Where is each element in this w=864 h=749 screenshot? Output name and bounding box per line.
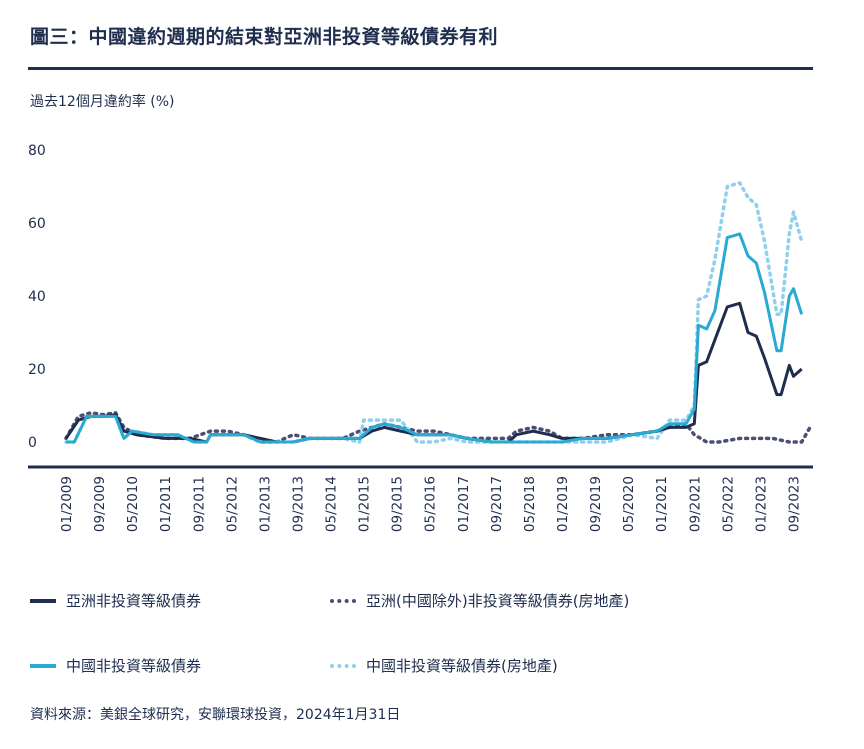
series-layer	[64, 181, 812, 444]
series-line-2	[66, 232, 804, 444]
x-tick-label: 05/2020	[621, 476, 637, 532]
x-tick-label: 09/2019	[588, 476, 604, 532]
x-tick-label: 05/2016	[423, 476, 439, 532]
legend-item-asia-hy: 亞洲非投資等級債券	[30, 590, 201, 611]
y-tick-label: 20	[28, 362, 46, 378]
series-line-3	[64, 181, 804, 444]
chart-title: 圖三：中國違約週期的結束對亞洲非投資等級債券有利	[30, 26, 499, 48]
y-tick-label: 0	[28, 435, 37, 451]
y-tick-label: 40	[28, 289, 46, 305]
x-tick-label: 09/2009	[92, 476, 108, 532]
x-tick-label: 05/2014	[324, 476, 340, 532]
x-tick-label: 01/2023	[753, 476, 769, 532]
x-tick-label: 01/2021	[654, 476, 670, 532]
x-tick-label: 09/2011	[191, 476, 207, 532]
legend-item-china-hy: 中國非投資等級債券	[30, 655, 201, 676]
x-tick-labels: 01/2009 09/2009 05/2010 01/2011 09/2011 05/20…	[59, 476, 803, 532]
x-tick-label: 05/2012	[224, 476, 240, 532]
x-tick-label: 05/2018	[522, 476, 538, 532]
x-tick-label: 09/2013	[291, 476, 307, 532]
legend-swatch-asia-ex-china-property	[330, 598, 356, 603]
x-tick-label: 05/2022	[720, 476, 736, 532]
y-tick-labels: 0 20 40 60 80	[28, 143, 46, 451]
y-tick-label: 60	[28, 216, 46, 232]
x-tick-label: 09/2015	[390, 476, 406, 532]
top-divider	[28, 67, 813, 70]
legend-item-asia-ex-china-property: 亞洲(中國除外)非投資等級債券(房地產)	[330, 590, 629, 611]
legend-label-asia-ex-china-property: 亞洲(中國除外)非投資等級債券(房地產)	[366, 592, 630, 610]
x-tick-label: 01/2009	[59, 476, 75, 532]
legend-swatch-asia-hy	[30, 598, 56, 603]
legend-swatch-china-hy-property	[330, 663, 356, 668]
legend-label-china-hy-property: 中國非投資等級債券(房地產)	[366, 657, 558, 675]
series-line-0	[64, 301, 803, 444]
legend-label-asia-hy: 亞洲非投資等級債券	[66, 592, 202, 610]
x-tick-label: 01/2013	[257, 476, 273, 532]
legend-item-china-hy-property: 中國非投資等級債券(房地產)	[330, 655, 558, 676]
legend-label-china-hy: 中國非投資等級債券	[66, 657, 202, 675]
x-tick-label: 09/2017	[489, 476, 505, 532]
y-axis-label: 過去12個月違約率 (%)	[30, 94, 175, 110]
x-tick-label: 05/2010	[125, 476, 141, 532]
legend-swatch-china-hy	[30, 663, 56, 668]
x-tick-label: 09/2021	[687, 476, 703, 532]
x-tick-label: 01/2017	[456, 476, 472, 532]
x-tick-label: 01/2011	[158, 476, 174, 532]
x-tick-label: 09/2023	[787, 476, 803, 532]
x-tick-label: 01/2015	[357, 476, 373, 532]
y-tick-label: 80	[28, 143, 46, 159]
source-note: 資料來源：美銀全球研究，安聯環球投資，2024年1月31日	[30, 707, 401, 723]
x-tick-label: 01/2019	[555, 476, 571, 532]
